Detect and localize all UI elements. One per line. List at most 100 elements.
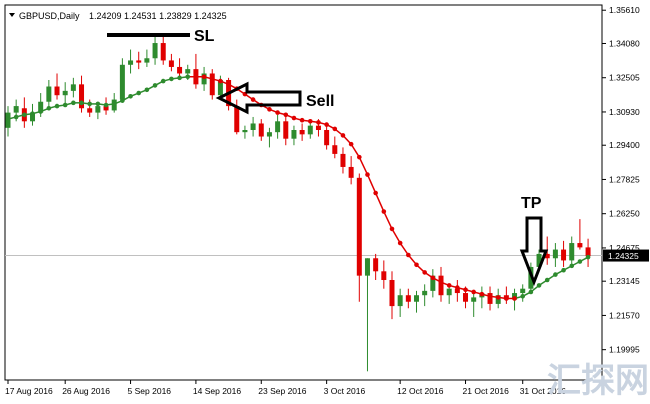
ma-point [414, 262, 419, 268]
candle [569, 236, 575, 265]
candle-body [414, 295, 419, 302]
candle [160, 34, 166, 65]
candle-body [177, 66, 183, 74]
ma-segment [391, 228, 401, 244]
candle-body [79, 84, 85, 109]
candle-body [185, 69, 191, 74]
candle [266, 127, 272, 148]
ma-point [512, 296, 517, 301]
ma-segment [374, 192, 385, 212]
ma-point [136, 90, 142, 96]
candle-body [520, 288, 526, 294]
ma-point [62, 102, 68, 108]
ma-point [577, 259, 583, 264]
current-price-box [603, 249, 649, 262]
candle-body [356, 177, 362, 276]
y-tick-label: 1.24675 [609, 243, 640, 253]
candle [242, 125, 248, 139]
ma-point [463, 287, 468, 293]
ma-point [54, 103, 60, 109]
candle [414, 290, 419, 313]
ma-point [487, 294, 493, 299]
ma-point [193, 74, 199, 80]
ma-point [13, 114, 19, 120]
ma-point [553, 272, 558, 277]
sl-label: SL [194, 28, 215, 45]
ma-point [373, 190, 378, 196]
candle-body [544, 253, 550, 259]
candle-body [299, 130, 305, 135]
candle [250, 116, 256, 137]
watermark-logo: 汇探网 [547, 362, 649, 400]
candle [136, 51, 142, 70]
ma-point [283, 112, 289, 118]
candle-body [209, 73, 215, 96]
ma-point [226, 82, 231, 87]
moving-average-layer [5, 74, 591, 301]
candle-body [242, 130, 248, 133]
candle-body [168, 60, 174, 67]
candle-body [234, 106, 240, 133]
ma-point [324, 122, 329, 127]
ma-point [528, 289, 534, 295]
x-tick-label: 21 Oct 2016 [463, 386, 510, 396]
candle-body [405, 295, 411, 302]
ma-point [430, 275, 436, 281]
candle-body [136, 60, 142, 63]
candle [364, 258, 370, 372]
candle-body [70, 84, 76, 91]
ma-point [479, 291, 485, 297]
ma-segment [399, 242, 409, 256]
candle-body [332, 145, 338, 154]
candle [381, 260, 387, 289]
candle [585, 238, 591, 267]
candle-body [87, 108, 93, 113]
candle-body [250, 123, 256, 130]
ma-point [495, 295, 501, 300]
y-axis: 1.35610 1.34080 1.32505 1.30930 1.29400 1.278… [602, 5, 649, 355]
x-tick-label: 3 Oct 2016 [324, 386, 366, 396]
candle-body [54, 86, 60, 96]
ma-segment [366, 174, 377, 194]
ma-point [332, 126, 338, 132]
candle-body [381, 271, 387, 280]
sell-arrow-icon [215, 81, 302, 115]
candle-body [46, 86, 52, 102]
ma-point [201, 74, 207, 80]
ma-point [177, 75, 182, 81]
ma-segment [358, 156, 369, 175]
candle [258, 119, 264, 141]
ma-point [585, 254, 591, 260]
current-price-label: 1.24325 [608, 251, 639, 261]
candle [454, 280, 460, 302]
ma-point [504, 296, 509, 301]
candle [168, 53, 174, 72]
y-tick-label: 1.35610 [609, 5, 640, 15]
menu-triangle-icon[interactable] [9, 13, 15, 17]
candle-body [144, 58, 150, 63]
ma-point [79, 100, 84, 106]
ma-point [128, 94, 133, 99]
ma-point [95, 101, 101, 107]
ma-point [307, 119, 313, 124]
candle [324, 123, 330, 150]
candle-body [536, 253, 542, 267]
ma-point [291, 115, 297, 121]
x-axis: 17 Aug 2016 26 Aug 2016 5 Sep 2016 14 Sep 2… [5, 380, 566, 396]
tp-arrow-icon [519, 216, 549, 287]
candle [430, 269, 436, 298]
ma-point [30, 111, 35, 116]
x-tick-label: 5 Sep 2016 [128, 386, 172, 396]
x-tick-label: 12 Oct 2016 [397, 386, 444, 396]
candle-body [307, 125, 313, 135]
candle-body [552, 249, 558, 259]
ma-point [357, 154, 362, 160]
ma-point [520, 294, 526, 299]
candle [520, 284, 526, 302]
candle-body [258, 123, 264, 137]
ma-point [406, 252, 411, 258]
candle-body [422, 290, 428, 296]
symbol-label: GBPUSD,Daily [19, 11, 80, 21]
ohlc-readout: 1.24209 1.24531 1.23829 1.24325 [89, 11, 227, 21]
